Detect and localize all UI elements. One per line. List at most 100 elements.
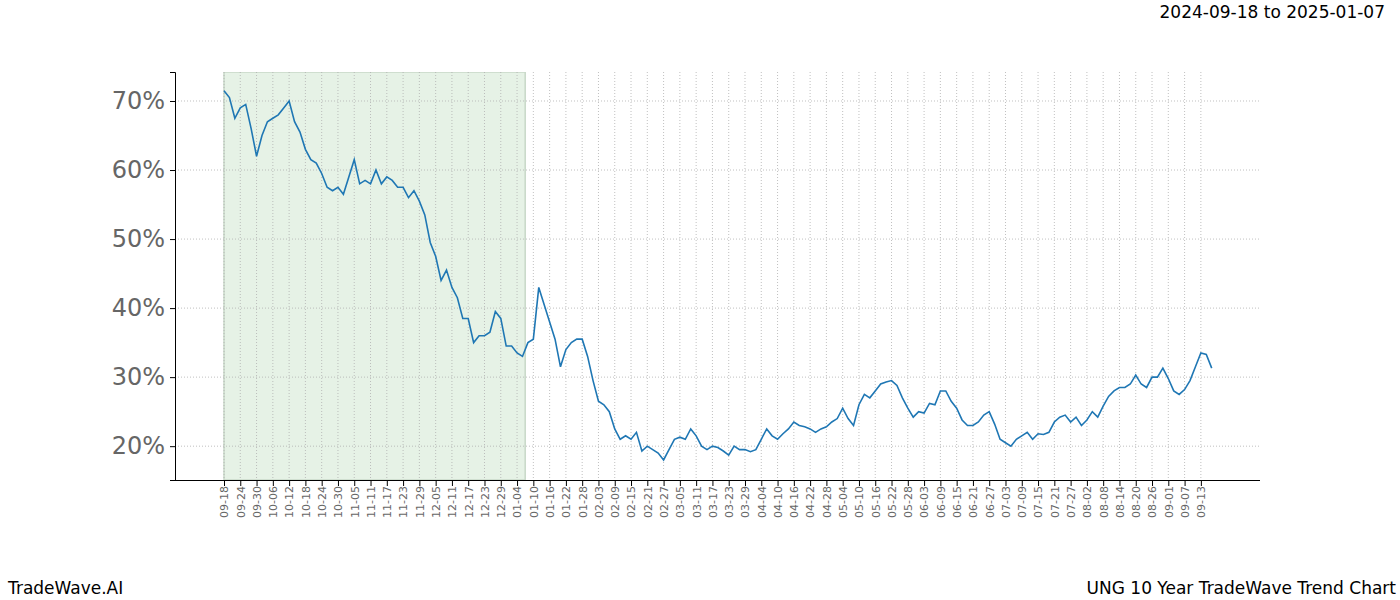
grid-line-x <box>435 72 436 480</box>
x-tick-mark <box>468 480 469 486</box>
x-tick-mark <box>224 480 225 486</box>
grid-line-x <box>1152 72 1153 480</box>
x-tick: 06-27 <box>984 480 997 518</box>
x-tick-label: 02-21 <box>642 486 655 518</box>
x-tick-mark <box>843 480 844 486</box>
x-tick-mark <box>1038 480 1039 486</box>
x-tick-label: 02-27 <box>658 486 671 518</box>
x-tick: 03-05 <box>674 480 687 518</box>
x-tick: 09-24 <box>235 480 248 518</box>
x-tick-mark <box>680 480 681 486</box>
grid-line-x <box>565 72 566 480</box>
x-tick-mark <box>501 480 502 486</box>
x-tick-mark <box>664 480 665 486</box>
x-tick-mark <box>533 480 534 486</box>
x-tick-label: 07-21 <box>1049 486 1062 518</box>
x-tick: 07-15 <box>1032 480 1045 518</box>
x-tick-label: 06-03 <box>918 486 931 518</box>
x-tick: 04-28 <box>821 480 834 518</box>
x-tick: 09-18 <box>218 480 231 518</box>
x-tick-mark <box>322 480 323 486</box>
x-tick: 08-02 <box>1081 480 1094 518</box>
grid-line-x <box>305 72 306 480</box>
x-tick-label: 11-23 <box>397 486 410 518</box>
grid-line-x <box>240 72 241 480</box>
y-tick-label: 30% <box>112 363 165 391</box>
grid-line-x <box>1005 72 1006 480</box>
grid-line-y <box>175 308 1260 309</box>
x-tick: 07-03 <box>1000 480 1013 518</box>
grid-line-x <box>858 72 859 480</box>
x-tick-label: 11-05 <box>349 486 362 518</box>
grid-line-x <box>989 72 990 480</box>
x-tick-label: 10-24 <box>316 486 329 518</box>
x-tick-label: 11-17 <box>381 486 394 518</box>
grid-line-y <box>175 446 1260 447</box>
y-tick: 70% <box>112 87 175 115</box>
x-tick-mark <box>289 480 290 486</box>
grid-line-x <box>875 72 876 480</box>
x-tick: 01-10 <box>528 480 541 518</box>
x-tick-mark <box>908 480 909 486</box>
x-tick-label: 08-02 <box>1081 486 1094 518</box>
x-tick: 04-10 <box>772 480 785 518</box>
grid-line-x <box>272 72 273 480</box>
x-tick: 12-05 <box>430 480 443 518</box>
grid-line-x <box>337 72 338 480</box>
grid-line-x <box>1184 72 1185 480</box>
x-tick-mark <box>436 480 437 486</box>
x-tick-mark <box>989 480 990 486</box>
x-tick-label: 06-27 <box>984 486 997 518</box>
x-tick-label: 03-17 <box>707 486 720 518</box>
y-tick: 40% <box>112 294 175 322</box>
grid-line-x <box>468 72 469 480</box>
grid-line-y <box>175 377 1260 378</box>
y-axis: 20%30%40%50%60%70% <box>112 73 176 481</box>
x-tick: 08-20 <box>1130 480 1143 518</box>
x-tick: 01-28 <box>577 480 590 518</box>
x-tick-mark <box>403 480 404 486</box>
x-tick: 03-23 <box>723 480 736 518</box>
x-tick-mark <box>371 480 372 486</box>
x-tick: 11-23 <box>397 480 410 518</box>
x-tick: 10-24 <box>316 480 329 518</box>
x-tick-mark <box>598 480 599 486</box>
chart: 09-1809-2409-3010-0610-1210-1810-2410-30… <box>0 0 1400 600</box>
y-axis-line <box>170 73 176 481</box>
x-tick: 12-29 <box>495 480 508 518</box>
y-tick-mark <box>170 239 175 240</box>
x-tick: 06-09 <box>935 480 948 518</box>
x-tick: 07-27 <box>1065 480 1078 518</box>
x-tick: 03-11 <box>690 480 703 518</box>
grid-line-x <box>517 72 518 480</box>
grid-line-x <box>972 72 973 480</box>
grid-line-x <box>907 72 908 480</box>
x-tick-label: 05-22 <box>886 486 899 518</box>
y-tick: 20% <box>112 432 175 460</box>
x-tick-label: 04-16 <box>788 486 801 518</box>
title: UNG 10 Year TradeWave Trend Chart <box>1087 578 1397 598</box>
x-tick-label: 09-24 <box>235 486 248 518</box>
x-tick: 01-04 <box>511 480 524 518</box>
grid-line-x <box>354 72 355 480</box>
x-tick-label: 06-21 <box>967 486 980 518</box>
grid-line-x <box>289 72 290 480</box>
grid-line-y <box>175 170 1260 171</box>
y-tick-mark <box>170 308 175 309</box>
grid-line-x <box>826 72 827 480</box>
x-tick-label: 12-29 <box>495 486 508 518</box>
x-tick-mark <box>484 480 485 486</box>
grid-line-x <box>842 72 843 480</box>
x-tick-label: 12-23 <box>479 486 492 518</box>
x-tick: 05-10 <box>853 480 866 518</box>
x-tick-label: 08-08 <box>1098 486 1111 518</box>
x-tick-mark <box>826 480 827 486</box>
x-tick: 11-11 <box>365 480 378 518</box>
x-tick-label: 05-28 <box>902 486 915 518</box>
x-tick-label: 07-15 <box>1032 486 1045 518</box>
grid-line-x <box>1070 72 1071 480</box>
x-tick-label: 04-28 <box>821 486 834 518</box>
x-axis: 09-1809-2409-3010-0610-1210-1810-2410-30… <box>175 480 1260 518</box>
x-tick-mark <box>1152 480 1153 486</box>
x-tick-mark <box>419 480 420 486</box>
